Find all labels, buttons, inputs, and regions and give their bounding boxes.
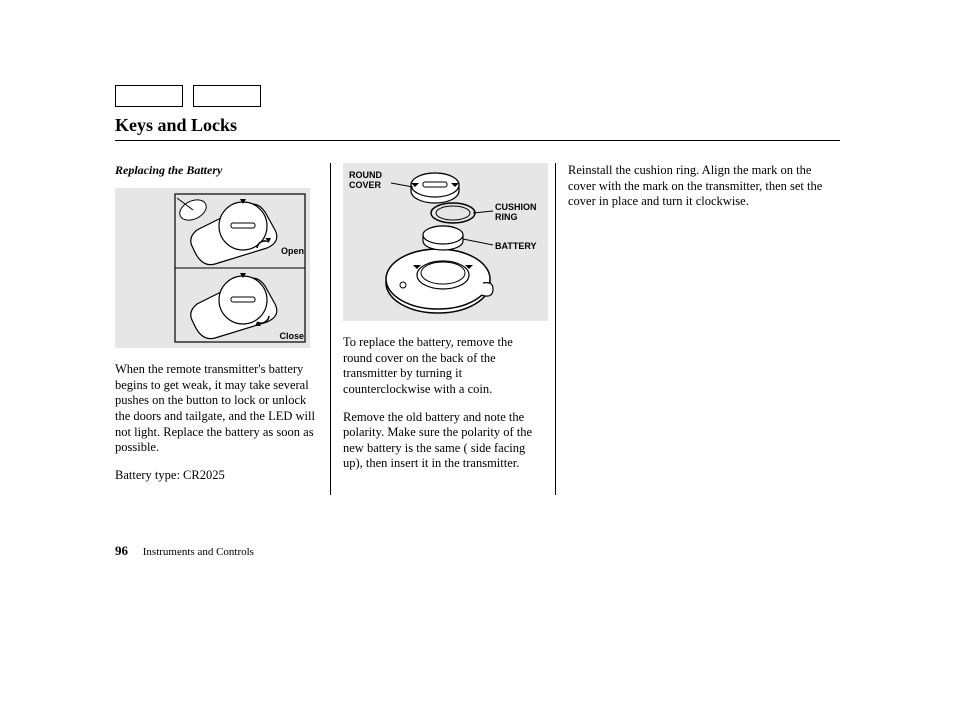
header-box-2: [193, 85, 261, 107]
column-2: ROUND COVER CUSHION RING BATTERY To repl…: [330, 163, 555, 495]
title-rule: [115, 140, 840, 141]
subheading: Replacing the Battery: [115, 163, 318, 178]
col2-para-2: Remove the old battery and note the pola…: [343, 410, 543, 473]
header-boxes: [115, 85, 840, 107]
section-name: Instruments and Controls: [143, 546, 254, 558]
col1-para-2: Battery type: CR2025: [115, 468, 318, 484]
columns: Replacing the Battery: [115, 163, 840, 495]
figure-2: ROUND COVER CUSHION RING BATTERY: [343, 163, 548, 321]
header-box-1: [115, 85, 183, 107]
column-3: Reinstall the cushion ring. Align the ma…: [555, 163, 840, 495]
page-content: Keys and Locks Replacing the Battery: [115, 85, 840, 495]
label-cushion-ring: CUSHION RING: [495, 203, 545, 223]
label-close: Close: [279, 331, 304, 342]
col1-para-1: When the remote transmitter's battery be…: [115, 362, 318, 456]
col3-para-1: Reinstall the cushion ring. Align the ma…: [568, 163, 840, 210]
figure-1: Open Close: [115, 188, 310, 348]
footer: 96 Instruments and Controls: [115, 543, 254, 559]
page-title: Keys and Locks: [115, 115, 840, 136]
label-open: Open: [281, 246, 304, 257]
column-1: Replacing the Battery: [115, 163, 330, 495]
label-round-cover: ROUND COVER: [349, 171, 389, 191]
page-number: 96: [115, 543, 128, 558]
col2-para-1: To replace the battery, remove the round…: [343, 335, 543, 398]
figure-1-svg: [115, 188, 310, 348]
label-battery: BATTERY: [495, 241, 537, 252]
